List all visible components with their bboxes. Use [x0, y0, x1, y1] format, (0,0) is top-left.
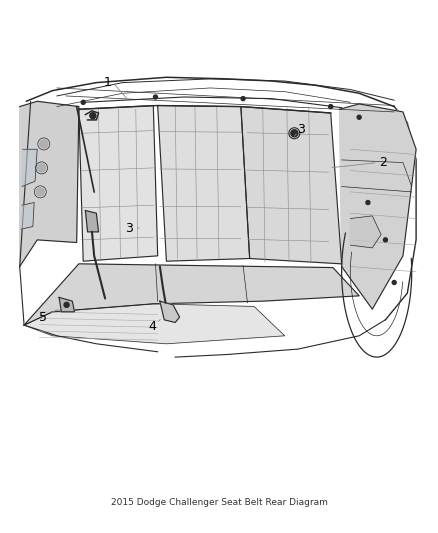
Circle shape	[36, 188, 44, 196]
Circle shape	[328, 104, 333, 109]
Text: 4: 4	[148, 320, 156, 333]
Polygon shape	[24, 304, 285, 344]
Circle shape	[392, 280, 396, 285]
Text: 2015 Dodge Challenger Seat Belt Rear Diagram: 2015 Dodge Challenger Seat Belt Rear Dia…	[110, 498, 328, 506]
Circle shape	[357, 115, 361, 119]
Polygon shape	[22, 149, 37, 187]
Polygon shape	[59, 297, 74, 312]
Circle shape	[291, 130, 298, 137]
Text: 5: 5	[39, 311, 47, 324]
Polygon shape	[85, 211, 99, 232]
Polygon shape	[79, 106, 158, 261]
Circle shape	[366, 200, 370, 205]
Circle shape	[90, 112, 96, 119]
Polygon shape	[21, 203, 34, 229]
Circle shape	[241, 96, 245, 101]
Text: 3: 3	[125, 222, 133, 235]
Polygon shape	[350, 216, 381, 248]
Polygon shape	[339, 104, 416, 309]
Circle shape	[64, 302, 69, 308]
Circle shape	[81, 100, 85, 104]
Text: 3: 3	[297, 123, 305, 136]
Text: 1: 1	[103, 76, 111, 89]
Polygon shape	[241, 107, 342, 264]
Polygon shape	[158, 106, 250, 261]
Text: 2: 2	[379, 156, 387, 169]
Polygon shape	[160, 301, 180, 322]
Polygon shape	[24, 264, 359, 325]
Circle shape	[153, 95, 158, 99]
Circle shape	[40, 140, 48, 148]
Polygon shape	[20, 101, 79, 266]
Circle shape	[383, 238, 388, 242]
Circle shape	[38, 164, 46, 172]
